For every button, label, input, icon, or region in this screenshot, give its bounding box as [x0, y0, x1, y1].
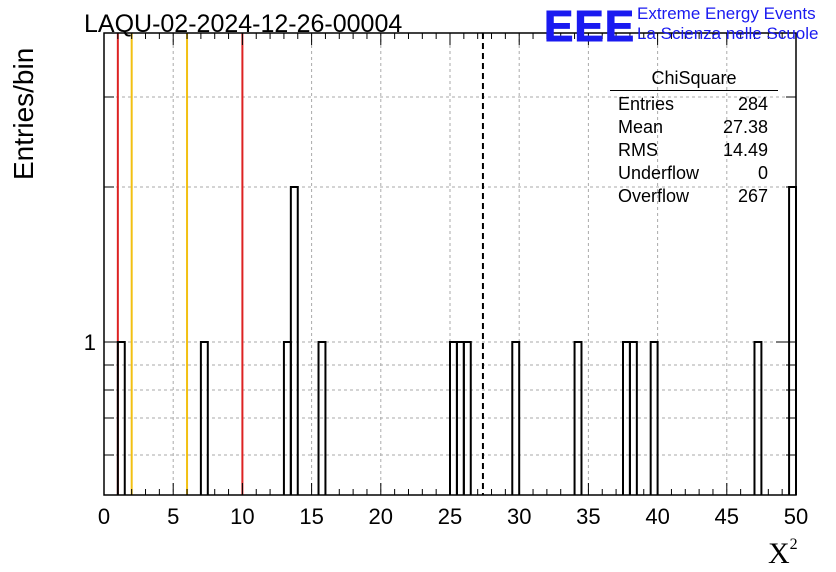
- chart-title: LAQU-02-2024-12-26-00004: [84, 10, 403, 38]
- stats-row: Underflow 0: [612, 162, 776, 185]
- x-axis-label-superscript: 2: [789, 536, 798, 553]
- x-tick-label: 35: [576, 504, 600, 529]
- stats-label: RMS: [618, 140, 658, 160]
- stats-title: ChiSquare: [610, 68, 778, 91]
- y-tick-label: 1: [84, 330, 96, 355]
- histogram-bars: [116, 186, 797, 495]
- histogram-bar: [511, 341, 521, 495]
- axes: [103, 32, 797, 496]
- stats-value: 27.38: [722, 117, 768, 137]
- x-tick-label: 15: [299, 504, 323, 529]
- logo-caption-line1: Extreme Energy Events: [637, 4, 816, 23]
- x-tick-label: 10: [230, 504, 254, 529]
- x-tick-label: 5: [167, 504, 179, 529]
- x-axis-label: X2: [768, 536, 798, 571]
- x-tick-label: 40: [645, 504, 669, 529]
- histogram-bar: [753, 341, 763, 495]
- stats-label: Entries: [618, 94, 675, 114]
- logo-caption-line2: La Scienza nelle Scuole: [637, 24, 819, 43]
- histogram-bar: [289, 186, 299, 495]
- reference-lines: [116, 33, 484, 495]
- histogram-bar: [462, 341, 472, 495]
- x-tick-label: 45: [715, 504, 739, 529]
- stats-row: Entries 284: [612, 93, 776, 116]
- eee-logo: EEE: [543, 2, 636, 52]
- stats-label: Underflow: [618, 163, 700, 183]
- histogram-bar: [199, 341, 209, 495]
- stats-box: ChiSquare Entries 284 Mean 27.38 RMS 14.49 …: [610, 68, 778, 208]
- stats-row: Overflow 267: [612, 185, 776, 208]
- stats-row: Mean 27.38: [612, 116, 776, 139]
- x-tick-label: 0: [98, 504, 110, 529]
- stats-label: Overflow: [618, 186, 690, 206]
- stats-value: 0: [757, 163, 768, 183]
- x-tick-label: 50: [784, 504, 808, 529]
- histogram-bar: [628, 341, 638, 495]
- histogram-bar: [649, 341, 659, 495]
- histogram-bar: [317, 341, 327, 495]
- histogram-bar: [788, 186, 797, 495]
- x-tick-label: 20: [369, 504, 393, 529]
- stats-label: Mean: [618, 117, 664, 137]
- stats-value: 267: [737, 186, 768, 206]
- stats-value: 14.49: [722, 140, 768, 160]
- tick-labels: 0 5 10 15 20 25 30 35 40 45 50 1: [84, 330, 808, 529]
- x-axis-label-base: X: [768, 537, 790, 570]
- x-tick-label: 30: [507, 504, 531, 529]
- x-tick-label: 25: [438, 504, 462, 529]
- stats-row: RMS 14.49: [612, 139, 776, 162]
- y-axis-label: Entries/bin: [8, 47, 39, 180]
- histogram-bar: [573, 341, 583, 495]
- stats-value: 284: [737, 94, 768, 114]
